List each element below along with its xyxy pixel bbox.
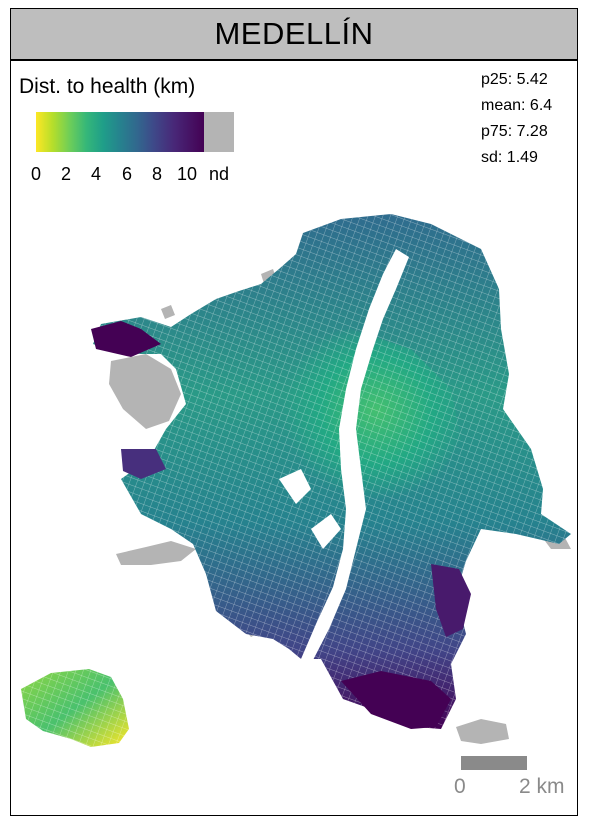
legend-tick-nd: nd	[208, 164, 230, 184]
city-map	[21, 214, 571, 747]
legend-tick-8: 8	[151, 164, 163, 184]
legend-tick-6: 6	[121, 164, 133, 184]
legend-nodata-swatch	[204, 112, 234, 152]
stat-p75: p75: 7.28	[481, 123, 548, 140]
legend-colorbar	[36, 112, 204, 152]
map-title: MEDELLÍN	[214, 16, 374, 51]
legend-tick-10: 10	[176, 164, 198, 184]
legend-tick-2: 2	[60, 164, 72, 184]
scale-bar	[461, 756, 527, 770]
southwest-enclave	[21, 669, 129, 747]
stats-box: p25: 5.42 mean: 6.4 p75: 7.28 sd: 1.49	[481, 67, 552, 171]
legend-tick-0: 0	[30, 164, 42, 184]
scale-label-end: 2 km	[519, 775, 565, 798]
map-frame: MEDELLÍN Dist. to health (km) 0 2 4 6 8 …	[10, 8, 578, 816]
stat-p25: p25: 5.42	[481, 71, 548, 88]
scale-label-start: 0	[454, 775, 466, 798]
city-polygons	[91, 214, 571, 729]
stat-sd: sd: 1.49	[481, 149, 538, 166]
stat-mean: mean: 6.4	[481, 97, 553, 114]
legend-tick-4: 4	[90, 164, 102, 184]
title-bar: MEDELLÍN	[11, 9, 577, 61]
legend-title: Dist. to health (km)	[19, 75, 196, 98]
